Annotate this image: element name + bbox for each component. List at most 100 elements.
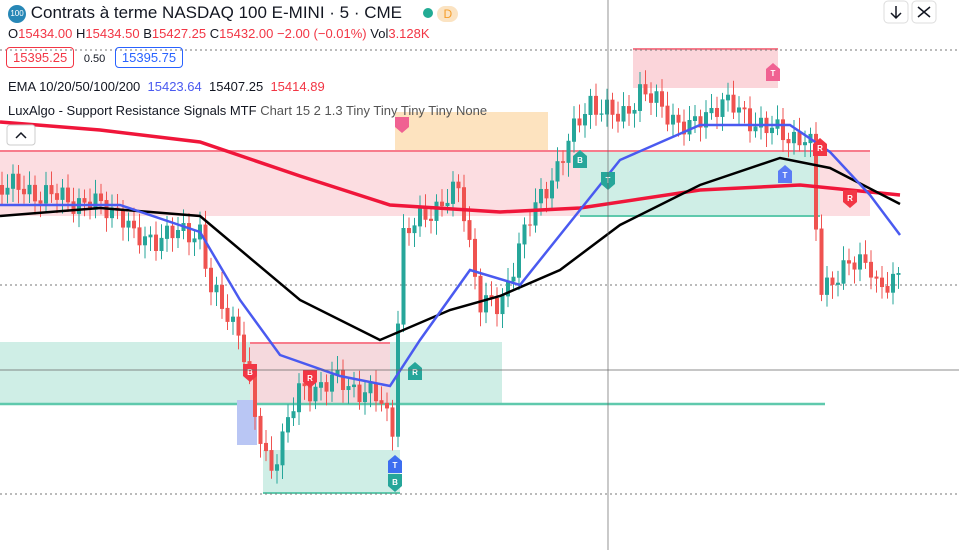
candle-body xyxy=(66,187,70,203)
candle-body xyxy=(148,234,153,238)
candle-body xyxy=(209,267,213,293)
value: 15427.25 xyxy=(151,26,207,41)
candle-body xyxy=(517,243,521,278)
signal-marker xyxy=(395,117,409,133)
candle-body xyxy=(385,402,389,409)
buy-button[interactable]: 15395.75 xyxy=(114,47,184,68)
candle-body xyxy=(874,276,879,279)
candle-body xyxy=(500,295,505,315)
candle-body xyxy=(302,383,307,387)
candle-body xyxy=(154,234,158,251)
candle-body xyxy=(390,407,395,437)
candle-body xyxy=(429,218,433,221)
candle-body xyxy=(308,385,312,402)
candle-body xyxy=(621,106,626,122)
value: 15434.50 xyxy=(85,26,140,41)
candle-body xyxy=(27,184,32,195)
collapse-button[interactable] xyxy=(6,124,36,146)
candle-body xyxy=(506,280,510,297)
candle-body xyxy=(528,224,532,226)
markers: BTTTRRRBRBT xyxy=(243,63,857,492)
value: 15407.25 xyxy=(208,79,264,94)
signal-marker xyxy=(778,165,792,183)
candle-body xyxy=(561,161,565,163)
candle-body xyxy=(297,383,301,413)
candle-body xyxy=(819,228,824,295)
candle-body xyxy=(170,225,175,239)
candle-body xyxy=(445,202,450,207)
candle-body xyxy=(143,236,147,246)
candle-body xyxy=(275,464,279,471)
candle-body xyxy=(863,254,868,263)
sell-button[interactable]: 15395.25 xyxy=(6,47,75,68)
candle-body xyxy=(55,193,59,200)
candle-body xyxy=(550,180,554,199)
candle-body xyxy=(759,117,763,128)
candle-body xyxy=(869,261,873,278)
candle-body xyxy=(830,277,835,285)
candle-body xyxy=(165,225,169,239)
label: B xyxy=(143,26,152,41)
candle-body xyxy=(588,95,593,115)
candle-body xyxy=(214,284,219,293)
candle-body xyxy=(891,273,895,293)
candle-body xyxy=(495,297,499,315)
candle-body xyxy=(242,334,246,363)
candle-body xyxy=(467,220,472,240)
candle-body xyxy=(401,228,406,325)
window-buttons[interactable] xyxy=(883,0,937,24)
signal-label: R xyxy=(307,374,313,383)
candle-body xyxy=(319,382,323,388)
label: C xyxy=(209,26,220,41)
candle-body xyxy=(126,220,131,228)
candle-body xyxy=(770,127,774,134)
value: 15414.89 xyxy=(270,79,325,94)
candle-body xyxy=(396,323,400,437)
candle-body xyxy=(38,200,43,204)
label: EMA 10/20/50/100/200 xyxy=(8,79,141,94)
candle-body xyxy=(786,139,791,144)
candle-body xyxy=(374,382,378,402)
candle-body xyxy=(698,116,703,128)
candle-body xyxy=(473,238,477,277)
candle-body xyxy=(33,184,37,202)
label: H xyxy=(75,26,86,41)
candle-body xyxy=(885,286,890,293)
title: Contrats à terme NASDAQ 100 E-MINI · 5 ·… xyxy=(30,3,402,22)
ema-50 xyxy=(0,156,901,342)
signal-marker xyxy=(303,370,317,388)
signal-marker xyxy=(766,63,780,81)
candle-body xyxy=(665,105,670,125)
candle-body xyxy=(577,118,582,126)
candle-body xyxy=(709,107,714,114)
candle-body xyxy=(451,181,455,204)
signal-marker xyxy=(388,455,402,473)
logo: 100 xyxy=(8,5,26,23)
signal-label: B xyxy=(577,156,583,165)
candle-body xyxy=(220,284,224,309)
candle-body xyxy=(137,227,142,246)
title-row: 100 Contrats à terme NASDAQ 100 E-MINI ·… xyxy=(8,3,459,23)
signal-label: T xyxy=(771,69,776,78)
candle-body xyxy=(610,99,615,115)
signal-label: T xyxy=(783,171,788,180)
candle-body xyxy=(253,375,257,417)
candle-body xyxy=(330,374,334,392)
candle-body xyxy=(280,431,285,466)
candle-body xyxy=(896,273,901,275)
signal-label: R xyxy=(817,144,823,153)
candle-body xyxy=(632,109,637,114)
candle-body xyxy=(836,282,840,285)
candle-body xyxy=(654,91,659,103)
candle-body xyxy=(742,107,747,110)
candle-body xyxy=(203,224,208,269)
candle-body xyxy=(132,220,136,229)
signal-label: R xyxy=(412,368,418,377)
candle-body xyxy=(99,193,103,202)
candle-body xyxy=(341,369,345,391)
value: 15434.00 xyxy=(18,26,73,41)
candle-body xyxy=(11,173,15,189)
candle-body xyxy=(594,95,598,115)
candle-body xyxy=(852,262,857,270)
